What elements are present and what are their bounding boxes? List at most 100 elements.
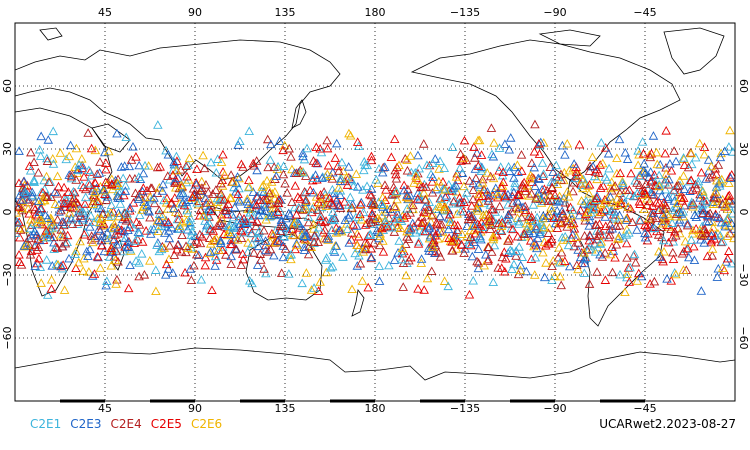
- observation-marker: [116, 162, 127, 171]
- observation-marker: [94, 224, 104, 233]
- observation-marker: [625, 262, 635, 272]
- observation-marker: [472, 148, 482, 157]
- observation-marker: [58, 260, 68, 269]
- observation-marker: [219, 194, 230, 204]
- observation-marker: [577, 183, 588, 193]
- observation-marker: [87, 271, 98, 280]
- observation-marker: [407, 218, 418, 228]
- observation-marker: [347, 284, 357, 294]
- observation-marker: [323, 234, 334, 243]
- observation-marker: [716, 174, 727, 184]
- observation-marker: [487, 149, 497, 159]
- observation-marker: [221, 250, 231, 259]
- observation-marker: [194, 250, 204, 259]
- observation-marker: [281, 213, 291, 223]
- observation-marker: [504, 166, 515, 176]
- observation-marker: [580, 212, 590, 222]
- observation-marker: [367, 208, 377, 218]
- observation-marker: [469, 153, 480, 162]
- observation-marker: [388, 182, 399, 192]
- observation-marker: [333, 201, 344, 210]
- observation-marker: [530, 181, 540, 191]
- observation-marker: [249, 248, 259, 257]
- observation-marker: [596, 137, 607, 147]
- observation-marker: [332, 194, 342, 204]
- observation-marker: [19, 241, 30, 250]
- observation-marker: [538, 247, 548, 257]
- observation-marker: [545, 162, 556, 172]
- observation-marker: [597, 158, 608, 168]
- observation-marker: [146, 229, 156, 238]
- observation-marker: [313, 222, 324, 232]
- observation-marker: [153, 120, 163, 129]
- observation-marker: [377, 223, 387, 233]
- observation-marker: [434, 176, 444, 186]
- observation-marker: [317, 173, 327, 182]
- observation-marker: [413, 188, 423, 198]
- observation-marker: [327, 225, 337, 234]
- observation-marker: [468, 185, 478, 195]
- observation-marker: [181, 247, 191, 257]
- observation-marker: [301, 268, 312, 277]
- observation-marker: [255, 195, 265, 204]
- observation-marker: [352, 137, 363, 146]
- observation-marker: [15, 228, 21, 237]
- observation-marker: [635, 215, 646, 225]
- legend: C2E1 C2E3 C2E4 C2E5 C2E6: [30, 417, 231, 431]
- observation-marker: [34, 214, 45, 223]
- observation-marker: [273, 161, 283, 171]
- observation-marker: [654, 170, 664, 180]
- observation-marker: [451, 244, 462, 253]
- observation-marker: [257, 205, 267, 214]
- observation-marker: [256, 255, 266, 264]
- observation-marker: [33, 234, 43, 243]
- observation-marker: [652, 226, 662, 236]
- observation-marker: [49, 244, 59, 253]
- observation-marker: [166, 222, 177, 232]
- observation-marker: [448, 196, 459, 206]
- observation-marker: [395, 223, 406, 233]
- observation-marker: [639, 158, 649, 168]
- observation-marker: [444, 233, 454, 242]
- observation-marker: [56, 224, 66, 234]
- lat-tick-label-left: 60: [1, 79, 14, 93]
- observation-marker: [397, 243, 408, 253]
- lat-tick-label-right: −60: [737, 326, 750, 349]
- legend-item-c2e5: C2E5: [150, 417, 182, 431]
- observation-marker: [539, 272, 550, 282]
- observation-marker: [231, 244, 242, 254]
- observation-marker: [579, 247, 589, 257]
- observation-marker: [595, 249, 605, 259]
- observation-marker: [642, 221, 652, 231]
- observation-marker: [133, 194, 144, 204]
- observation-marker: [19, 187, 29, 197]
- observation-marker: [22, 240, 32, 249]
- observation-marker: [313, 237, 323, 247]
- observation-marker: [145, 212, 155, 222]
- observation-marker: [394, 214, 405, 223]
- observation-marker: [566, 210, 577, 220]
- observation-marker: [425, 230, 436, 240]
- observation-marker: [591, 220, 602, 229]
- observation-marker: [592, 267, 602, 276]
- observation-marker: [537, 158, 548, 167]
- observation-marker: [34, 253, 44, 263]
- observation-marker: [269, 250, 279, 260]
- observation-marker: [187, 192, 198, 201]
- observation-marker: [418, 217, 429, 226]
- observation-marker: [316, 217, 327, 227]
- observation-marker: [170, 178, 180, 187]
- observation-marker: [163, 171, 173, 180]
- observation-marker: [551, 160, 561, 170]
- observation-marker: [689, 210, 700, 219]
- observation-marker: [656, 191, 667, 200]
- observation-marker: [59, 182, 69, 192]
- observation-marker: [477, 163, 488, 173]
- observation-marker: [336, 226, 347, 236]
- observation-marker: [271, 225, 281, 235]
- observation-marker: [575, 252, 586, 262]
- observation-marker: [713, 160, 724, 169]
- observation-marker: [161, 145, 171, 155]
- observation-marker: [519, 231, 530, 241]
- observation-marker: [181, 216, 192, 225]
